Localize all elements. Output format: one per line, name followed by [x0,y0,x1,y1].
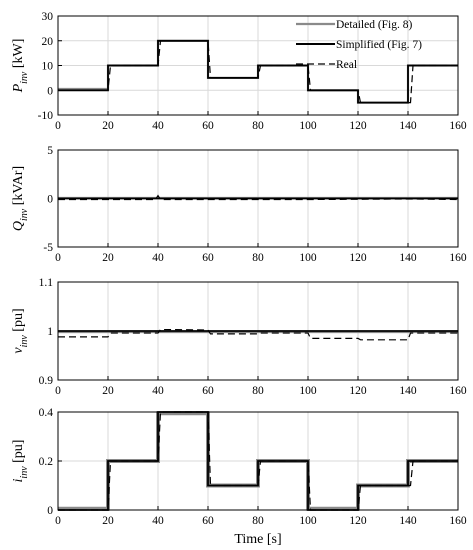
legend: Detailed (Fig. 8) Simplified (Fig. 7) Real [296,19,422,71]
x-tick-label: 140 [399,120,417,132]
y-axis-label-symbol: i [11,478,26,482]
panel-i-inv: 0 20 40 60 80 100 120 140 160 0 0.2 0.4 iinv [pu] Tim… [11,407,467,547]
y-axis-label: Qinv [kVAr] [11,166,30,231]
x-tick-label: 0 [55,252,61,264]
y-axis-label-subscript: inv [19,466,30,479]
series-line-real [58,411,458,511]
series-line-simplified-fig-7 [58,39,458,104]
y-axis-label-subscript: inv [19,335,30,348]
series-line-real [58,328,458,341]
x-tick-label: 20 [102,515,114,527]
x-tick-label: 100 [299,385,317,397]
panel-v-inv: 0 20 40 60 80 100 120 140 160 0.9 1 1.1 vinv [pu] [11,277,467,397]
x-tick-label: 160 [449,515,467,527]
y-tick-label: 0 [47,194,53,206]
x-tick-label: 60 [202,120,214,132]
axes-frame [57,15,459,116]
x-tick-label: 0 [55,120,61,132]
x-tick-label: 140 [399,515,417,527]
axes-frame [57,411,459,511]
x-tick-label: 120 [349,120,367,132]
y-axis-label-unit: [pu] [11,308,26,335]
y-axis-label: Pinv [kW] [11,39,30,94]
x-tick-label: 100 [299,120,317,132]
x-tick-label: 0 [55,515,61,527]
x-tick-label: 100 [299,252,317,264]
x-tick-label: 60 [202,515,214,527]
x-tick-label: 120 [349,515,367,527]
axes-frame [57,149,459,248]
y-axis-label-unit: [kVAr] [11,166,26,209]
y-tick-label: 30 [42,11,54,23]
legend-label: Real [336,59,357,71]
y-axis-label: vinv [pu] [11,308,30,353]
x-tick-label: 60 [202,252,214,264]
y-tick-label: -10 [38,110,54,122]
x-tick-label: 40 [152,385,164,397]
x-tick-label: 20 [102,252,114,264]
y-axis-label-unit: [kW] [11,39,26,72]
x-tick-label: 120 [349,385,367,397]
y-axis-label: iinv [pu] [11,440,30,483]
x-tick-label: 80 [252,120,264,132]
y-axis-label-subscript: inv [19,208,30,221]
y-tick-label: 1 [47,326,53,338]
x-tick-label: 140 [399,252,417,264]
x-tick-label: 100 [299,515,317,527]
x-tick-label: 120 [349,252,367,264]
x-tick-label: 20 [102,120,114,132]
x-tick-label: 80 [252,252,264,264]
x-tick-label: 40 [152,120,164,132]
axes-frame [57,281,459,381]
y-tick-label: 0 [47,505,53,517]
y-axis-label-subscript: inv [19,71,30,84]
y-tick-label: 10 [42,61,54,73]
x-tick-label: 40 [152,515,164,527]
x-tick-label: 160 [449,120,467,132]
y-tick-label: 1.1 [39,277,54,289]
y-tick-label: -5 [43,242,53,254]
y-axis-label-symbol: Q [11,221,26,231]
x-tick-label: 160 [449,385,467,397]
y-tick-label: 5 [47,145,53,157]
x-axis-label: Time [s] [234,532,281,547]
y-tick-label: 20 [42,36,54,48]
x-tick-label: 20 [102,385,114,397]
y-axis-label-unit: [pu] [11,440,26,467]
legend-label: Detailed (Fig. 8) [336,19,412,31]
x-tick-label: 160 [449,252,467,264]
y-tick-label: 0.4 [39,407,54,419]
x-tick-label: 0 [55,385,61,397]
x-tick-label: 40 [152,252,164,264]
x-tick-label: 80 [252,385,264,397]
y-tick-label: 0.9 [39,375,54,387]
legend-label: Simplified (Fig. 7) [336,39,422,51]
y-axis-label-symbol: v [11,347,26,354]
y-tick-label: 0.2 [39,456,54,468]
x-tick-label: 80 [252,515,264,527]
y-tick-label: 0 [47,85,53,97]
series-line-real [58,40,458,104]
x-tick-label: 60 [202,385,214,397]
x-tick-label: 140 [399,385,417,397]
y-axis-label-symbol: P [11,83,26,93]
